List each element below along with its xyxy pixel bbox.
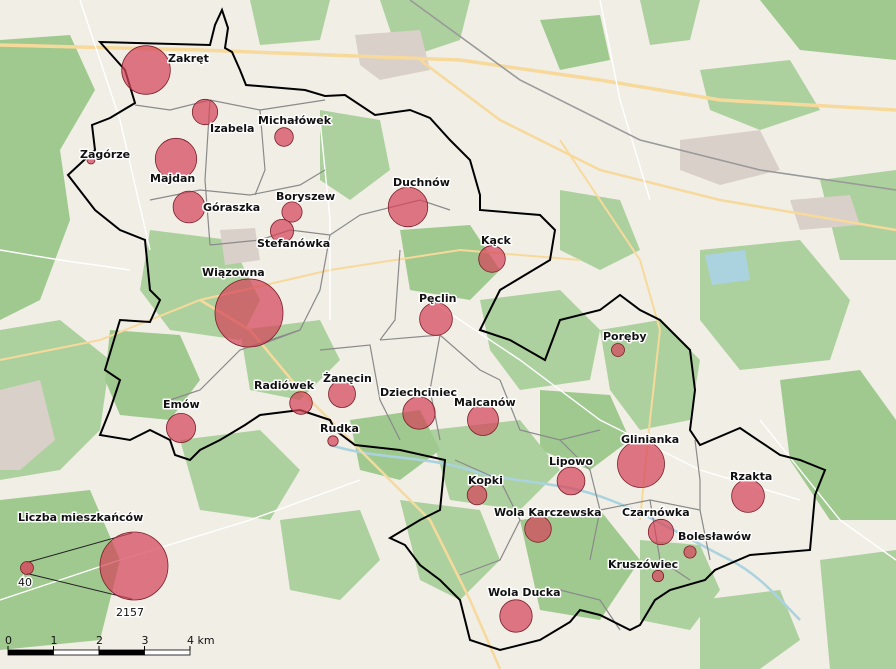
population-circle-boryszew[interactable] [281, 201, 303, 223]
settlement-label-boryszew: Boryszew [276, 190, 335, 203]
settlement-label-kruszowiec: Kruszówiec [608, 558, 678, 571]
settlement-label-czarnowka: Czarnówka [622, 506, 690, 519]
population-circle-malcanow[interactable] [467, 404, 499, 436]
scale-bar-tick-label: 2 [96, 634, 103, 647]
settlement-label-lipowo: Lipowo [549, 455, 593, 468]
municipality-boundary [66, 7, 827, 652]
settlement-label-radiowek: Radiówek [254, 379, 315, 392]
population-circle-duchnow[interactable] [387, 186, 429, 228]
settlement-label-poreby: Poręby [603, 330, 647, 343]
population-circle-stefanowka[interactable] [269, 218, 294, 243]
scale-bar-tick-label: 3 [142, 634, 149, 647]
settlement-label-wola-karczewska: Wola Karczewska [494, 506, 602, 519]
population-circle-kruszowiec[interactable] [651, 569, 665, 583]
scale-bar-segment [144, 649, 191, 656]
population-circle-poreby[interactable] [611, 343, 625, 357]
settlement-label-dziechciniec: Dziechciniec [380, 386, 457, 399]
population-circle-dziechciniec[interactable] [402, 396, 436, 430]
population-circle-radiowek[interactable] [289, 391, 313, 415]
water-bodies [329, 250, 801, 621]
population-circle-wola-ducka[interactable] [499, 599, 533, 633]
population-circle-rudka[interactable] [327, 435, 339, 447]
population-circle-goraszka[interactable] [172, 190, 206, 224]
settlement-label-goraszka: Góraszka [203, 201, 260, 214]
settlement-label-wiazowna: Wiązowna [202, 266, 265, 279]
settlement-label-duchnow: Duchnów [393, 176, 450, 189]
legend-max-value: 2157 [116, 606, 144, 619]
settlement-label-zagorze: Zagórze [80, 148, 130, 161]
settlement-label-glinianka: Glinianka [621, 433, 679, 446]
road-network [0, 43, 896, 669]
scale-bar-tick-label: 4 km [187, 634, 215, 647]
railway-line [409, 0, 896, 191]
settlement-label-emow: Emów [163, 398, 200, 411]
urban-areas [0, 30, 860, 470]
scale-bar-tick-label: 0 [5, 634, 12, 647]
population-circle-czarnowka[interactable] [647, 518, 675, 546]
settlement-label-peclin: Pęclin [419, 292, 456, 305]
population-circle-kopki[interactable] [466, 484, 488, 506]
settlement-label-kack: Kąck [481, 234, 511, 247]
population-circle-peclin[interactable] [419, 302, 453, 336]
settlement-label-boleslawow: Bolesławów [678, 530, 751, 543]
scale-bar-segment [53, 649, 100, 656]
population-circle-wiazowna[interactable] [214, 278, 284, 348]
legend-min-value: 40 [18, 576, 32, 589]
settlement-label-kopki: Kopki [468, 474, 503, 487]
population-circle-wola-karczewska[interactable] [524, 515, 552, 543]
legend-max-circle [99, 531, 169, 601]
legend: Liczba mieszkańców 40 2157 [17, 510, 169, 621]
population-circle-emow[interactable] [165, 412, 196, 443]
scale-bar-segment [7, 649, 54, 656]
scale-bar-segment [98, 649, 145, 656]
settlement-label-wola-ducka: Wola Ducka [488, 586, 561, 599]
population-circle-rzakta[interactable] [731, 479, 765, 513]
settlement-label-rudka: Rudka [320, 422, 359, 435]
population-circle-zakret[interactable] [121, 45, 171, 95]
settlement-label-zakret: Zakręt [168, 52, 209, 65]
legend-title: Liczba mieszkańców [18, 511, 143, 524]
settlement-label-malcanow: Malcanów [454, 396, 516, 409]
population-circle-boleslawow[interactable] [683, 545, 697, 559]
settlement-label-michalowek: Michałówek [258, 114, 332, 127]
minor-roads [0, 0, 896, 601]
population-circle-michalowek[interactable] [274, 127, 294, 147]
population-circle-majdan[interactable] [154, 137, 198, 181]
population-symbols [86, 45, 765, 633]
settlement-label-rzakta: Rzakta [730, 470, 772, 483]
population-circle-zagorze[interactable] [86, 155, 96, 165]
settlement-label-stefanowka: Stefanówka [257, 237, 330, 250]
settlement-labels: Zakręt Izabela Michałówek Zagórze Majdan Góra… [79, 51, 774, 601]
population-circle-izabela[interactable] [191, 98, 219, 126]
settlement-label-izabela: Izabela [210, 122, 254, 135]
population-circle-lipowo[interactable] [556, 466, 586, 496]
scale-bar: 0 1 2 3 4 km [5, 634, 215, 656]
legend-min-circle [20, 561, 34, 575]
settlement-label-zanecin: Żanęcin [323, 371, 372, 385]
population-circle-zanecin[interactable] [328, 380, 356, 408]
population-circle-kack[interactable] [478, 245, 506, 273]
population-circle-glinianka[interactable] [617, 440, 665, 488]
settlement-label-majdan: Majdan [150, 172, 195, 185]
scale-bar-tick-label: 1 [51, 634, 58, 647]
legend-guide-line-bottom [26, 572, 133, 600]
